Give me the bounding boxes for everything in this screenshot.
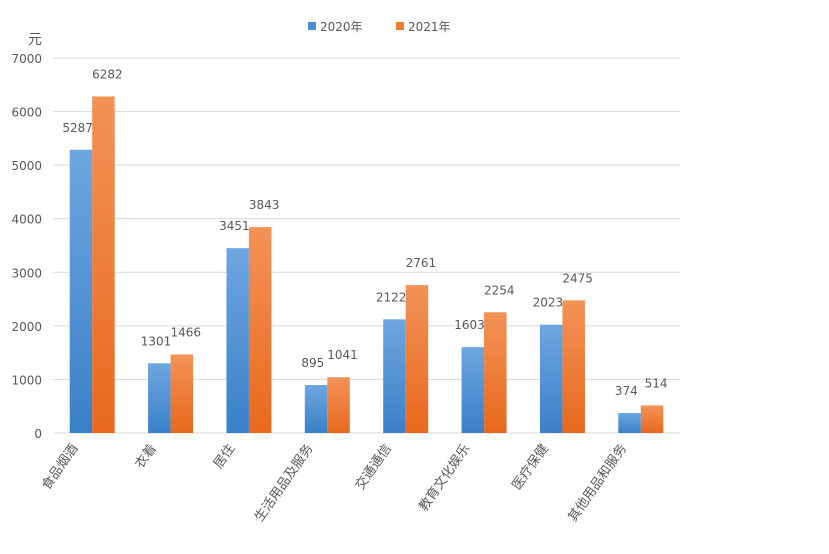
y-tick-label: 2000	[11, 320, 42, 334]
data-label: 1603	[454, 318, 485, 332]
bar-2020年	[383, 319, 406, 433]
bar-2021年	[248, 227, 272, 433]
data-label: 895	[301, 356, 324, 370]
data-label: 1041	[327, 348, 358, 362]
legend-label: 2020年	[320, 20, 363, 34]
data-label: 374	[615, 384, 638, 398]
x-tick-label: 教育文化娱乐	[415, 441, 473, 514]
bar-2021年	[562, 300, 585, 433]
x-axis: 食品烟酒 衣着 居住 生活用品及服务 交通通信 教育文化娱乐 医疗保健 其他用品和服务	[39, 441, 631, 525]
y-tick-label: 7000	[11, 52, 42, 66]
bar-2021年	[170, 354, 194, 433]
data-label: 514	[645, 376, 668, 390]
bar-2021年	[640, 405, 664, 433]
bar-2020年	[618, 412, 641, 433]
bar-2020年	[304, 385, 328, 433]
y-tick-label: 4000	[11, 213, 42, 227]
bar-2021年	[92, 96, 115, 433]
data-label: 2475	[562, 271, 593, 285]
x-tick-label: 衣着	[132, 441, 160, 471]
bar-2020年	[148, 363, 171, 433]
y-axis-label: 元	[28, 32, 42, 48]
bar-2020年	[539, 324, 563, 433]
x-tick-label: 生活用品及服务	[251, 441, 316, 525]
bar-2020年	[461, 347, 485, 433]
data-label: 6282	[92, 67, 123, 81]
data-label: 2023	[533, 296, 564, 310]
bar-2021年	[405, 285, 429, 433]
data-label: 3451	[219, 219, 250, 233]
y-tick-label: 5000	[11, 159, 42, 173]
data-label: 2761	[406, 256, 437, 270]
x-tick-label: 居住	[211, 442, 238, 472]
legend-swatch	[396, 22, 404, 30]
legend: 2020年 2021年	[308, 20, 451, 34]
gridlines	[53, 57, 680, 434]
bar-2020年	[226, 248, 249, 433]
legend-label: 2021年	[408, 20, 451, 34]
y-tick-label: 0	[34, 427, 42, 441]
data-label: 1466	[171, 325, 202, 339]
bar-2021年	[327, 377, 350, 433]
y-tick-label: 1000	[11, 373, 42, 387]
data-label: 3843	[249, 198, 280, 212]
x-tick-label: 交通通信	[352, 441, 395, 493]
y-tick-label: 6000	[11, 106, 42, 120]
x-tick-label: 其他用品和服务	[565, 441, 630, 525]
bar-2020年	[69, 149, 93, 433]
y-axis: 0 1000 2000 3000 4000 5000 6000 7000	[11, 52, 42, 441]
data-label: 1301	[141, 334, 172, 348]
x-tick-label: 医疗保健	[510, 442, 552, 493]
data-label: 5287	[62, 121, 93, 135]
y-tick-label: 3000	[11, 266, 42, 280]
data-label: 2122	[376, 290, 407, 304]
x-tick-label: 食品烟酒	[39, 441, 82, 493]
legend-swatch	[308, 22, 316, 30]
bar-2021年	[484, 312, 507, 433]
data-label: 2254	[484, 283, 515, 297]
